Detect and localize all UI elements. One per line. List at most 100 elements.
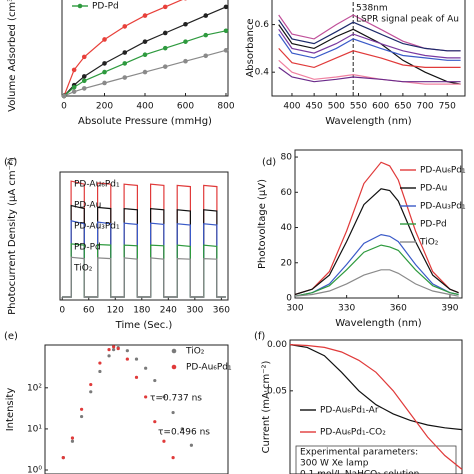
- data-point: [122, 50, 128, 55]
- plot-frame: [59, 171, 229, 301]
- series-line: [278, 19, 461, 52]
- data-point: [80, 407, 84, 411]
- x-tick-label: 450: [306, 102, 323, 112]
- x-tick-label: 120: [107, 306, 124, 316]
- data-point: [142, 13, 148, 18]
- x-tick-label: 650: [394, 102, 411, 112]
- data-point: [142, 39, 148, 44]
- data-point: [134, 357, 139, 361]
- series-line: [289, 344, 463, 431]
- x-tick-label: 400: [136, 102, 153, 112]
- y-tick-label: 0.00: [267, 340, 287, 350]
- y-tick-label: 0: [286, 294, 292, 304]
- annotation: τ=0.496 ns: [158, 428, 210, 438]
- panel-label: (d): [262, 157, 276, 168]
- y-axis-title: Photovoltage (μV): [257, 179, 268, 269]
- data-point: [134, 375, 139, 379]
- x-tick-label: 240: [160, 306, 177, 316]
- series-line: [278, 59, 461, 85]
- data-point: [144, 395, 148, 399]
- legend-label: PD-Pd: [92, 2, 119, 12]
- data-point: [171, 456, 175, 460]
- y-tick-label: 0.6: [255, 20, 270, 30]
- x-tick-label: 390: [441, 304, 458, 314]
- panel-label: (e): [4, 331, 18, 342]
- series-line: [294, 161, 459, 296]
- x-tick-label: 60: [83, 306, 95, 316]
- x-tick-label: 0: [59, 306, 65, 316]
- data-point: [223, 4, 229, 10]
- x-tick-label: 330: [338, 304, 355, 314]
- data-point: [102, 61, 107, 66]
- data-point: [81, 78, 87, 84]
- y-axis-title: Photocurrent Density (μA cm⁻²): [7, 157, 18, 315]
- legend-label: PD-Au₆Pd₁-CO₂: [320, 428, 386, 438]
- data-point: [183, 58, 188, 64]
- x-tick-label: 200: [96, 102, 113, 112]
- data-point: [125, 349, 129, 353]
- series-label: TiO₂: [73, 264, 93, 274]
- data-point: [203, 53, 209, 59]
- series-line: [278, 33, 461, 61]
- series-label: PD-Au₃Pd₁: [74, 222, 120, 232]
- x-tick-label: 400: [283, 102, 300, 112]
- legend-swatch: [171, 348, 177, 354]
- data-point: [162, 4, 168, 10]
- legend-label: TiO₂: [419, 238, 439, 248]
- series-line: [278, 24, 461, 85]
- data-point: [107, 348, 111, 352]
- series-line: [294, 233, 459, 297]
- data-point: [189, 443, 193, 447]
- data-point: [162, 64, 168, 69]
- legend-swatch: [77, 3, 83, 9]
- series-line: [62, 256, 226, 298]
- panel-label: (f): [254, 331, 265, 342]
- data-point: [153, 420, 157, 424]
- legend-label: PD-Au: [420, 184, 447, 194]
- legend-label: PD-Au₆Pd₁-Ar: [320, 406, 379, 416]
- data-point: [171, 410, 175, 415]
- annotation: τ=0.737 ns: [150, 394, 202, 404]
- y-tick-label: 0.4: [255, 68, 270, 78]
- data-point: [71, 85, 77, 90]
- data-point: [223, 28, 229, 34]
- plot-frame: [44, 344, 229, 474]
- x-tick-label: 800: [217, 102, 234, 112]
- data-point: [180, 427, 184, 431]
- y-tick-label: 20: [281, 258, 293, 268]
- data-point: [81, 86, 87, 91]
- x-tick-label: 600: [177, 102, 194, 112]
- y-tick-label: -0.05: [264, 386, 287, 396]
- annotation: LSPR signal peak of Au: [356, 15, 459, 25]
- plot-frame: [271, 0, 466, 97]
- data-point: [162, 30, 168, 36]
- x-tick-label: 300: [186, 306, 203, 316]
- data-point: [81, 74, 87, 79]
- x-tick-label: 700: [416, 102, 433, 112]
- y-axis-title: Current (mA cm⁻²): [261, 360, 272, 453]
- data-point: [122, 61, 128, 66]
- y-tick-label: 10¹: [27, 424, 42, 434]
- data-point: [162, 45, 168, 51]
- series-line: [63, 30, 227, 97]
- y-tick-label: 60: [281, 188, 293, 198]
- data-point: [71, 67, 77, 73]
- y-axis-title: Absorbance: [245, 18, 256, 77]
- legend-label: PD-Au₃Pd₁: [420, 202, 466, 212]
- x-tick-label: 0: [61, 102, 67, 112]
- data-point: [107, 354, 111, 358]
- plot-frame: [289, 339, 463, 474]
- x-tick-label: 750: [439, 102, 456, 112]
- data-point: [183, 39, 188, 44]
- y-axis-title: Intensity: [5, 388, 16, 432]
- data-point: [142, 52, 148, 57]
- data-point: [112, 348, 116, 352]
- data-point: [61, 93, 67, 99]
- x-tick-label: 360: [213, 306, 230, 316]
- x-axis-title: Time (Sec.): [115, 320, 173, 331]
- series-line: [63, 49, 227, 97]
- series-label: PD-Pd: [74, 243, 101, 253]
- series-line: [294, 188, 459, 296]
